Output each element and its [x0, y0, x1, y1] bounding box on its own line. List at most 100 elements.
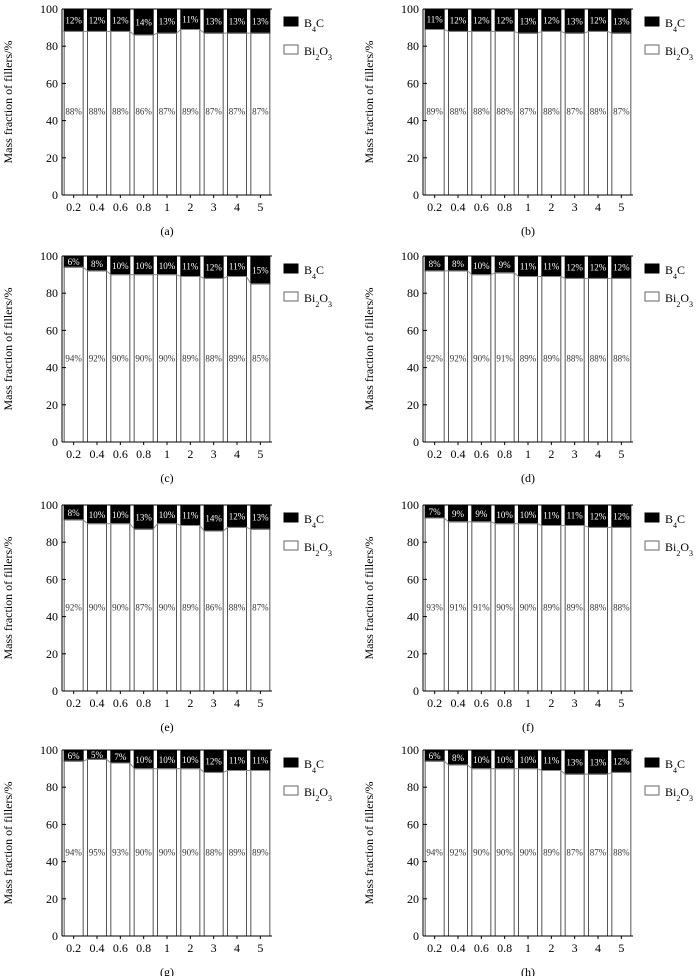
- x-tick-label: 0.4: [451, 200, 466, 214]
- y-axis-title: Mass fraction of fillers/%: [1, 41, 15, 164]
- data-label-bi2o3: 89%: [426, 106, 443, 116]
- data-label-bi2o3: 90%: [473, 353, 490, 363]
- data-label-bi2o3: 89%: [520, 353, 537, 363]
- legend-label-b4c: B4C: [665, 263, 685, 281]
- x-tick-label: 3: [211, 696, 217, 710]
- y-tick-label: 100: [40, 2, 58, 16]
- data-label-bi2o3: 87%: [159, 106, 176, 116]
- data-label-b4c: 14%: [205, 514, 222, 524]
- x-tick-label: 3: [572, 696, 578, 710]
- y-axis-title: Mass fraction of fillers/%: [362, 537, 376, 660]
- data-label-bi2o3: 93%: [426, 602, 443, 612]
- segment-boundary-line: [64, 758, 270, 773]
- data-label-b4c: 11%: [182, 511, 199, 521]
- data-label-bi2o3: 88%: [543, 106, 560, 116]
- y-tick-label: 20: [46, 398, 58, 412]
- legend-label-b4c: B4C: [304, 16, 324, 34]
- data-label-bi2o3: 89%: [566, 602, 583, 612]
- data-label-bi2o3: 88%: [205, 847, 222, 857]
- chart-panel-g: 94% 6% 95% 5% 93% 7% 90% 10% 90% 10% 90% 10% 88% 12% 8…: [1, 743, 332, 976]
- data-label-bi2o3: 92%: [426, 353, 443, 363]
- legend-label-bi2o3-part: 2: [315, 300, 319, 309]
- data-label-b4c: 13%: [252, 17, 269, 27]
- x-tick-label: 1: [525, 941, 531, 955]
- legend-swatch-b4c: [283, 512, 299, 523]
- data-label-b4c: 13%: [590, 758, 607, 768]
- legend-swatch-bi2o3: [644, 291, 660, 302]
- data-label-bi2o3: 94%: [65, 847, 82, 857]
- legend-label-bi2o3-part: 2: [676, 53, 680, 62]
- legend-label-bi2o3: Bi2O3: [665, 785, 693, 803]
- data-label-bi2o3: 90%: [520, 602, 537, 612]
- data-label-b4c: 12%: [543, 16, 560, 26]
- legend-label-bi2o3-part: Bi: [304, 540, 316, 554]
- legend-label-b4c-part: B: [665, 263, 673, 277]
- y-tick-label: 80: [407, 39, 419, 53]
- data-label-b4c: 11%: [229, 262, 246, 272]
- x-tick-label: 0.2: [66, 447, 81, 461]
- legend-label-bi2o3-part: O: [319, 785, 328, 799]
- y-tick-label: 60: [46, 817, 58, 831]
- legend-label-bi2o3-part: 2: [676, 794, 680, 803]
- data-label-bi2o3: 88%: [229, 602, 246, 612]
- legend-label-b4c: B4C: [304, 512, 324, 530]
- data-label-bi2o3: 88%: [590, 106, 607, 116]
- data-label-bi2o3: 90%: [159, 353, 176, 363]
- legend-swatch-b4c: [644, 757, 660, 768]
- segment-boundary-line: [425, 760, 631, 775]
- data-label-b4c: 15%: [252, 265, 269, 275]
- legend-label-b4c-part: C: [316, 757, 324, 771]
- x-tick-label: 1: [525, 696, 531, 710]
- data-label-b4c: 9%: [499, 260, 512, 270]
- legend-label-bi2o3-part: Bi: [665, 291, 677, 305]
- data-label-b4c: 13%: [520, 17, 537, 27]
- data-label-bi2o3: 90%: [520, 847, 537, 857]
- data-label-bi2o3: 88%: [112, 106, 129, 116]
- legend-swatch-b4c: [283, 16, 299, 27]
- data-label-bi2o3: 87%: [229, 106, 246, 116]
- data-label-bi2o3: 88%: [450, 106, 467, 116]
- data-label-bi2o3: 87%: [205, 106, 222, 116]
- data-label-bi2o3: 94%: [426, 847, 443, 857]
- legend-label-bi2o3-part: 3: [689, 300, 693, 309]
- panel-label: (d): [521, 471, 535, 485]
- x-tick-label: 1: [164, 941, 170, 955]
- legend-label-b4c-part: B: [665, 16, 673, 30]
- y-tick-label: 80: [407, 286, 419, 300]
- x-tick-label: 0.6: [474, 200, 489, 214]
- data-label-bi2o3: 90%: [496, 602, 513, 612]
- data-label-b4c: 10%: [159, 261, 176, 271]
- data-label-b4c: 11%: [229, 756, 246, 766]
- legend-label-b4c-part: 4: [673, 25, 677, 34]
- x-tick-label: 2: [548, 941, 554, 955]
- segment-boundary-line: [64, 28, 270, 36]
- legend-label-b4c-part: C: [677, 263, 685, 277]
- data-label-bi2o3: 90%: [182, 847, 199, 857]
- x-tick-label: 0.4: [451, 941, 466, 955]
- x-tick-label: 0.6: [113, 447, 128, 461]
- x-tick-label: 5: [257, 447, 263, 461]
- data-label-b4c: 10%: [89, 510, 106, 520]
- y-tick-label: 0: [52, 435, 58, 449]
- data-label-bi2o3: 90%: [473, 847, 490, 857]
- x-tick-label: 1: [525, 200, 531, 214]
- legend-label-b4c-part: B: [665, 757, 673, 771]
- legend-label-b4c-part: C: [316, 512, 324, 526]
- data-label-b4c: 8%: [429, 259, 442, 269]
- data-label-b4c: 12%: [590, 263, 607, 273]
- legend-label-bi2o3-part: 3: [689, 53, 693, 62]
- legend-label-bi2o3: Bi2O3: [304, 44, 332, 62]
- data-label-b4c: 10%: [112, 510, 129, 520]
- data-label-bi2o3: 89%: [182, 602, 199, 612]
- legend-label-b4c: B4C: [665, 512, 685, 530]
- y-tick-label: 20: [46, 647, 58, 661]
- data-label-b4c: 12%: [205, 263, 222, 273]
- data-label-bi2o3: 89%: [182, 353, 199, 363]
- legend-label-bi2o3-part: Bi: [304, 44, 316, 58]
- data-label-bi2o3: 92%: [65, 602, 82, 612]
- x-tick-label: 2: [187, 200, 193, 214]
- x-tick-label: 3: [211, 447, 217, 461]
- segment-boundary-line: [425, 270, 631, 279]
- data-label-b4c: 12%: [613, 263, 630, 273]
- y-tick-label: 0: [52, 188, 58, 202]
